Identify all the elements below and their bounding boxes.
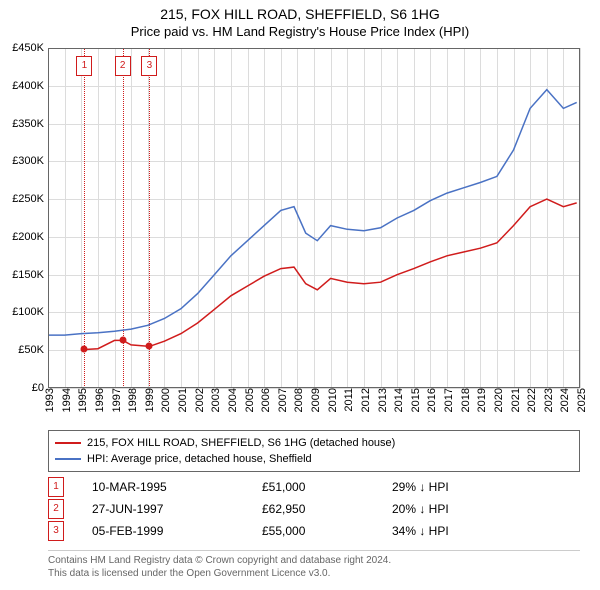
chart-title-line2: Price paid vs. HM Land Registry's House …: [0, 24, 600, 39]
x-tick-label: 2001: [177, 388, 183, 412]
series-property: [85, 199, 577, 349]
legend-row: HPI: Average price, detached house, Shef…: [55, 451, 573, 467]
y-tick-label: £350K: [0, 118, 44, 130]
legend-label: HPI: Average price, detached house, Shef…: [87, 453, 312, 465]
sales-date: 10-MAR-1995: [92, 480, 262, 494]
sales-row: 2 27-JUN-1997£62,95020% ↓ HPI: [48, 498, 580, 520]
y-tick-label: £50K: [0, 344, 44, 356]
y-tick-label: £0: [0, 382, 44, 394]
chart-title-line1: 215, FOX HILL ROAD, SHEFFIELD, S6 1HG: [0, 6, 600, 22]
x-tick-label: 1997: [111, 388, 117, 412]
x-tick-label: 1998: [127, 388, 133, 412]
x-tick-label: 1994: [61, 388, 67, 412]
x-tick-label: 2005: [244, 388, 250, 412]
footer-attribution: Contains HM Land Registry data © Crown c…: [48, 550, 580, 580]
x-tick-label: 2000: [160, 388, 166, 412]
x-tick-label: 2006: [260, 388, 266, 412]
sales-row: 3 05-FEB-1999£55,00034% ↓ HPI: [48, 520, 580, 542]
sales-delta: 34% ↓ HPI: [392, 524, 449, 538]
y-tick-label: £300K: [0, 155, 44, 167]
x-tick-label: 2011: [343, 388, 349, 412]
x-tick-label: 2019: [476, 388, 482, 412]
x-tick-label: 2013: [377, 388, 383, 412]
x-tick-label: 1995: [77, 388, 83, 412]
x-tick-label: 2008: [293, 388, 299, 412]
gridline-v: [580, 48, 581, 388]
y-tick-label: £150K: [0, 269, 44, 281]
x-tick-label: 2009: [310, 388, 316, 412]
x-tick-label: 1996: [94, 388, 100, 412]
legend-row: 215, FOX HILL ROAD, SHEFFIELD, S6 1HG (d…: [55, 435, 573, 451]
sales-price: £55,000: [262, 524, 392, 538]
legend-box: 215, FOX HILL ROAD, SHEFFIELD, S6 1HG (d…: [48, 430, 580, 472]
x-tick-label: 2003: [210, 388, 216, 412]
sales-date: 27-JUN-1997: [92, 502, 262, 516]
x-tick-label: 2015: [410, 388, 416, 412]
y-tick-label: £250K: [0, 193, 44, 205]
legend-swatch: [55, 458, 81, 460]
x-tick-label: 2021: [510, 388, 516, 412]
sales-price: £51,000: [262, 480, 392, 494]
sales-price: £62,950: [262, 502, 392, 516]
x-tick-label: 2002: [194, 388, 200, 412]
x-tick-label: 2012: [360, 388, 366, 412]
chart-title-block: 215, FOX HILL ROAD, SHEFFIELD, S6 1HG Pr…: [0, 0, 600, 39]
footer-line1: Contains HM Land Registry data © Crown c…: [48, 555, 580, 568]
chart-area: £0£50K£100K£150K£200K£250K£300K£350K£400…: [48, 48, 580, 388]
x-tick-label: 2022: [526, 388, 532, 412]
x-tick-label: 2017: [443, 388, 449, 412]
x-tick-label: 2016: [426, 388, 432, 412]
chart-lines: [48, 48, 580, 388]
x-tick-label: 2025: [576, 388, 582, 412]
x-tick-label: 1993: [44, 388, 50, 412]
y-tick-label: £400K: [0, 80, 44, 92]
y-tick-label: £450K: [0, 42, 44, 54]
sales-delta: 29% ↓ HPI: [392, 480, 449, 494]
x-tick-label: 2020: [493, 388, 499, 412]
x-tick-label: 2023: [543, 388, 549, 412]
legend-swatch: [55, 442, 81, 444]
sales-marker: 1: [48, 477, 64, 497]
sales-marker: 2: [48, 499, 64, 519]
legend-label: 215, FOX HILL ROAD, SHEFFIELD, S6 1HG (d…: [87, 437, 395, 449]
y-tick-label: £100K: [0, 306, 44, 318]
x-tick-label: 2010: [327, 388, 333, 412]
x-tick-label: 2007: [277, 388, 283, 412]
y-tick-label: £200K: [0, 231, 44, 243]
sales-marker: 3: [48, 521, 64, 541]
sales-date: 05-FEB-1999: [92, 524, 262, 538]
sales-delta: 20% ↓ HPI: [392, 502, 449, 516]
sales-row: 1 10-MAR-1995£51,00029% ↓ HPI: [48, 476, 580, 498]
footer-line2: This data is licensed under the Open Gov…: [48, 568, 580, 581]
x-tick-label: 2018: [460, 388, 466, 412]
sales-table: 1 10-MAR-1995£51,00029% ↓ HPI 2 27-JUN-1997…: [48, 476, 580, 542]
x-tick-label: 1999: [144, 388, 150, 412]
x-tick-label: 2004: [227, 388, 233, 412]
x-tick-label: 2014: [393, 388, 399, 412]
x-tick-label: 2024: [559, 388, 565, 412]
series-hpi: [48, 90, 577, 336]
